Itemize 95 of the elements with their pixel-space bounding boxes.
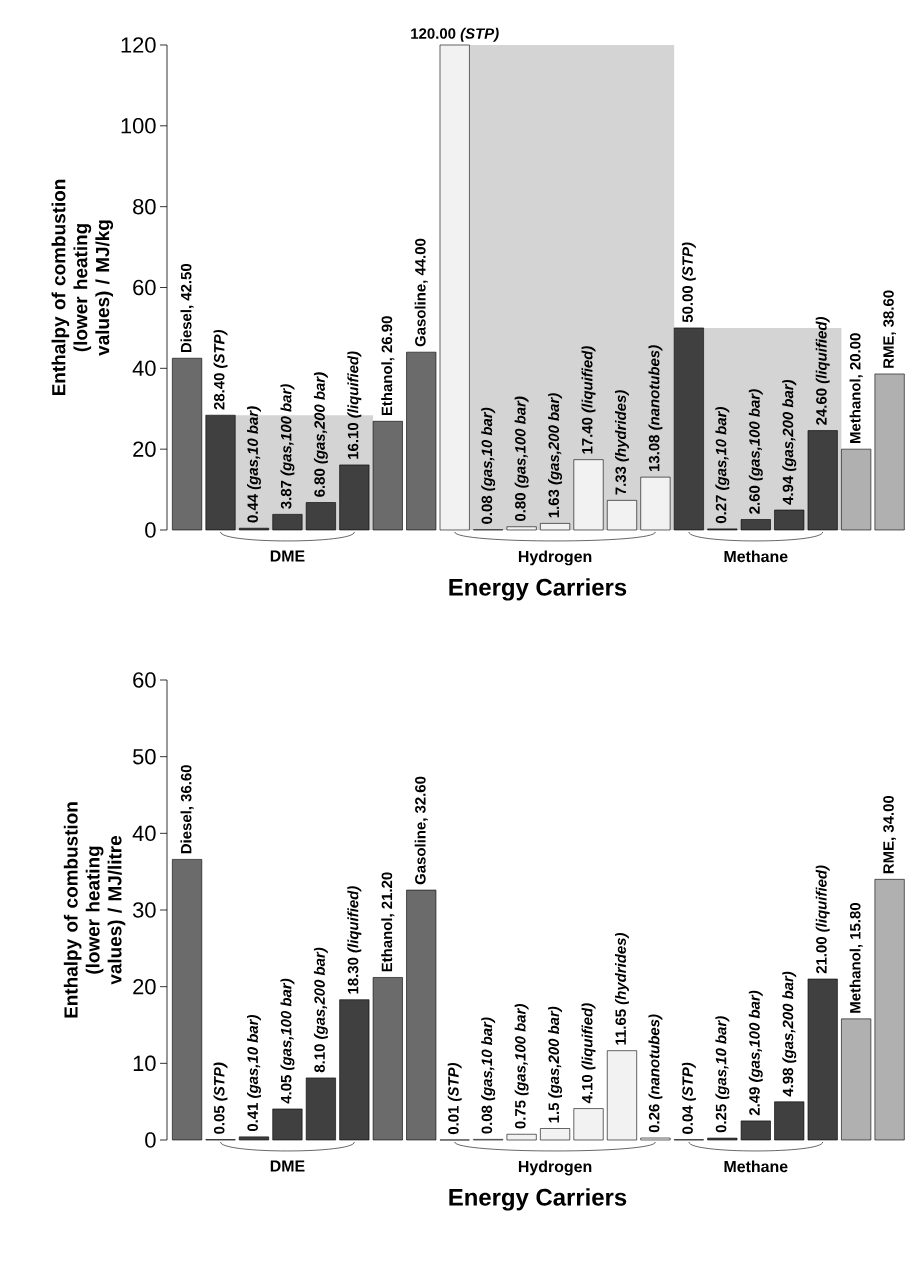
bar: [272, 1108, 303, 1141]
data-label: 4.94 (gas,200 bar): [782, 379, 797, 505]
data-label: RME, 38.60: [883, 290, 896, 368]
y-tick-label: 40: [132, 360, 156, 377]
data-label: Methanol, 15.80: [849, 903, 863, 1013]
data-label: 0.01 (STP): [447, 1062, 462, 1135]
bar: [573, 459, 604, 531]
data-label: Gasoline, 32.60: [414, 776, 428, 885]
bar: [606, 500, 637, 531]
data-label: 17.40 (liquified): [581, 346, 596, 454]
y-tick-label: 0: [145, 1132, 156, 1148]
data-label: 0.44 (gas,10 bar): [247, 406, 261, 523]
data-label: 120.00 (STP): [411, 27, 499, 42]
data-label: 28.40 (STP): [213, 329, 228, 410]
bar: [305, 502, 336, 531]
data-label: 0.04 (STP): [681, 1062, 696, 1134]
data-label: RME, 34.00: [883, 795, 896, 874]
data-label: 3.87 (gas,100 bar): [280, 384, 295, 509]
x-axis-title: Energy Carriers: [449, 578, 627, 601]
y-tick-label: 60: [133, 279, 156, 296]
bar: [172, 859, 203, 1141]
bar: [372, 977, 403, 1141]
data-label: 0.27 (gas,10 bar): [715, 407, 730, 524]
data-label: Gasoline, 44.00: [414, 238, 428, 347]
bar: [774, 509, 805, 531]
y-tick-label: 10: [133, 1055, 156, 1072]
bar: [406, 351, 437, 531]
x-tick-label: DME: [270, 1160, 305, 1172]
y-tick-label: 20: [133, 978, 156, 995]
y-tick-label: 0: [145, 522, 156, 538]
data-label: 16.10 (liquified): [347, 351, 362, 459]
data-label: 50.00 (STP): [681, 242, 696, 323]
bar: [238, 1136, 269, 1141]
data-label: 0.05 (STP): [213, 1062, 228, 1134]
data-label: Diesel, 36.60: [180, 765, 194, 854]
bar: [540, 1128, 571, 1141]
y-tick-label: 20: [133, 441, 156, 457]
data-label: 6.80 (gas,200 bar): [313, 372, 328, 497]
bar: [305, 1077, 336, 1141]
bar: [573, 1108, 604, 1141]
data-label: 8.10 (gas,200 bar): [313, 947, 328, 1073]
bar: [841, 1018, 872, 1141]
bar: [406, 889, 437, 1141]
data-label: 2.49 (gas,100 bar): [748, 990, 763, 1116]
data-label: Ethanol, 26.90: [381, 316, 395, 416]
y-tick-label: 60: [133, 672, 156, 688]
y-axis-title: Enthalpy of combustion (lower heating values) / MJ/litre: [63, 802, 126, 1018]
data-label: 7.33 (hydrides): [615, 390, 629, 495]
bar: [540, 523, 571, 531]
data-label: 4.10 (liquified): [581, 1003, 596, 1104]
data-label: 4.98 (gas,200 bar): [782, 971, 797, 1097]
y-tick-label: 40: [132, 825, 156, 842]
data-label: 1.63 (gas,200 bar): [548, 393, 563, 518]
x-tick-label: DME: [270, 550, 305, 562]
data-label: 0.25 (gas,10 bar): [715, 1016, 730, 1133]
data-label: 0.75 (gas,100 bar): [514, 1004, 529, 1129]
data-label: 11.65 (hydrides): [615, 932, 629, 1045]
bar: [740, 519, 771, 531]
x-axis-title: Energy Carriers: [449, 1188, 627, 1211]
bar: [372, 420, 403, 531]
y-axis-title: Enthalpy of combustion (lower heating values) / MJ/kg: [51, 179, 114, 396]
x-tick-label: Hydrogen: [518, 550, 592, 566]
bar: [774, 1101, 805, 1141]
bar: [874, 373, 905, 531]
data-label: 21.00 (liquified): [815, 865, 830, 974]
y-tick-label: 30: [132, 902, 156, 918]
y-tick-label: 100: [121, 118, 156, 134]
data-label: 13.08 (nanotubes): [648, 345, 663, 472]
y-tick-label: 80: [133, 198, 156, 215]
data-label: Methanol, 20.00: [849, 333, 863, 443]
bar: [506, 1133, 537, 1141]
y-tick-label: 120: [121, 37, 156, 53]
data-label: Ethanol, 21.20: [381, 872, 395, 972]
data-label: 0.80 (gas,100 bar): [514, 396, 529, 521]
bar: [172, 357, 203, 531]
data-label: 0.26 (nanotubes): [648, 1014, 663, 1133]
data-label: 0.08 (gas,10 bar): [481, 1017, 496, 1134]
data-label: 18.30 (liquified): [347, 886, 362, 994]
data-label: 24.60 (liquified): [815, 317, 830, 425]
bar: [841, 448, 872, 531]
data-label: 4.05 (gas,100 bar): [280, 978, 295, 1104]
data-label: Diesel, 42.50: [180, 263, 194, 353]
bar: [272, 514, 303, 531]
x-tick-label: Methane: [724, 1160, 788, 1173]
bar: [606, 1050, 637, 1141]
data-label: 0.41 (gas,10 bar): [247, 1015, 261, 1132]
data-label: 1.5 (gas,200 bar): [548, 1006, 563, 1123]
bar: [874, 879, 905, 1141]
data-label: 0.08 (gas,10 bar): [481, 407, 496, 524]
x-tick-label: Methane: [724, 550, 788, 563]
bar: [740, 1120, 771, 1141]
data-label: 2.60 (gas,100 bar): [748, 389, 763, 514]
bar: [506, 526, 537, 531]
y-tick-label: 50: [133, 748, 156, 765]
x-tick-label: Hydrogen: [518, 1160, 592, 1176]
